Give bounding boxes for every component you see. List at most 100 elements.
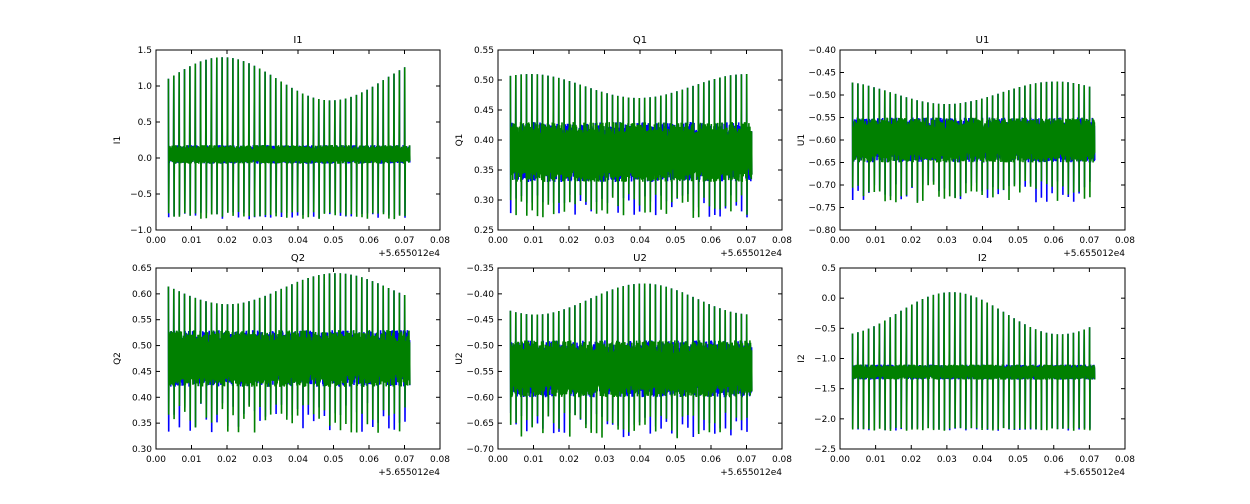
y-tick-label: 0.5 [138, 118, 152, 128]
y-tick-label: −0.40 [466, 290, 494, 300]
y-tick-label: 1.5 [138, 46, 152, 56]
y-tick-label: 0.5 [822, 264, 836, 274]
y-tick-label: 0.60 [132, 290, 152, 300]
y-tick-label: 0.45 [132, 367, 152, 377]
y-tick-label: 0.30 [132, 445, 152, 455]
x-tick-label: 0.02 [901, 455, 921, 465]
y-tick-label: 0.30 [474, 196, 494, 206]
y-tick-label: −1.0 [814, 355, 836, 365]
x-tick-label: 0.02 [217, 455, 237, 465]
x-offset-text: +5.655012e4 [378, 468, 440, 478]
x-tick-label: 0.05 [1008, 236, 1028, 246]
y-tick-label: 0.35 [474, 166, 494, 176]
x-tick-label: 0.04 [972, 236, 992, 246]
y-tick-label: −0.35 [466, 264, 494, 274]
x-tick-label: 0.01 [866, 455, 886, 465]
y-tick-label: 0.25 [474, 226, 494, 236]
y-tick-label: −0.70 [466, 445, 494, 455]
y-axis-label: Q1 [455, 134, 465, 147]
y-axis-label: I2 [797, 354, 807, 362]
x-tick-label: 0.08 [430, 236, 450, 246]
x-tick-label: 0.04 [630, 455, 650, 465]
subplot-title: I2 [978, 253, 987, 264]
x-tick-label: 0.00 [146, 236, 166, 246]
y-tick-label: −0.50 [466, 342, 494, 352]
subplot-title: U1 [976, 35, 990, 46]
x-tick-label: 0.04 [288, 236, 308, 246]
x-tick-label: 0.05 [323, 236, 343, 246]
y-tick-label: 0.50 [474, 76, 494, 86]
x-tick-label: 0.08 [430, 455, 450, 465]
y-tick-label: 0.40 [474, 136, 494, 146]
x-tick-label: 0.06 [701, 455, 721, 465]
y-tick-label: −0.65 [808, 159, 836, 169]
y-tick-label: −0.50 [808, 91, 836, 101]
plot-area [167, 57, 411, 220]
x-tick-label: 0.02 [559, 455, 579, 465]
subplot-title: I1 [293, 35, 302, 46]
x-tick-label: 0.07 [1079, 236, 1099, 246]
y-tick-label: 0.0 [822, 294, 837, 304]
subplot-u2: 0.00 0.01 0.02 0.03 0.04 0.05 0.06 0.07 0.08 −0.7… [455, 253, 792, 478]
x-offset-text: +5.655012e4 [1063, 468, 1125, 478]
x-tick-label: 0.06 [701, 236, 721, 246]
y-tick-label: −0.5 [814, 324, 836, 334]
x-tick-label: 0.07 [1079, 455, 1099, 465]
x-tick-label: 0.05 [323, 455, 343, 465]
x-tick-label: 0.02 [217, 236, 237, 246]
subplot-title: U2 [633, 253, 647, 264]
subplot-u1: 0.00 0.01 0.02 0.03 0.04 0.05 0.06 0.07 0.08 −0.8… [797, 35, 1135, 259]
x-tick-label: 0.01 [866, 236, 886, 246]
subplot-i1: 0.00 0.01 0.02 0.03 0.04 0.05 0.06 0.07 0.08 −1.0… [113, 35, 450, 259]
y-tick-label: −0.45 [466, 316, 494, 326]
series-line-green [167, 273, 411, 433]
subplot-q2: 0.00 0.01 0.02 0.03 0.04 0.05 0.06 0.07 0.08 0.30… [113, 253, 450, 478]
x-tick-label: 0.04 [288, 455, 308, 465]
x-tick-label: 0.08 [772, 236, 792, 246]
y-tick-label: −1.0 [130, 226, 152, 236]
x-tick-label: 0.03 [937, 455, 957, 465]
y-tick-label: −2.0 [814, 415, 836, 425]
subplot-title: Q1 [633, 35, 647, 46]
series-line-green [509, 283, 753, 439]
y-tick-label: −0.65 [466, 419, 494, 429]
series-line-green [851, 81, 1096, 203]
y-tick-label: −2.5 [814, 445, 836, 455]
plot-area [167, 273, 411, 433]
x-tick-label: 0.07 [394, 236, 414, 246]
y-axis-label: Q2 [113, 352, 123, 365]
x-offset-text: +5.655012e4 [720, 468, 782, 478]
series-line-green [167, 57, 411, 220]
x-tick-label: 0.05 [665, 455, 685, 465]
x-tick-label: 0.01 [181, 236, 201, 246]
y-axis-label: I1 [113, 136, 123, 144]
x-tick-label: 0.07 [394, 455, 414, 465]
y-tick-label: 0.50 [132, 342, 152, 352]
x-tick-label: 0.06 [1044, 236, 1064, 246]
x-tick-label: 0.03 [937, 236, 957, 246]
y-tick-label: 1.0 [138, 82, 153, 92]
x-tick-label: 0.06 [359, 236, 379, 246]
y-tick-label: −0.75 [808, 204, 836, 214]
y-axis-label: U2 [455, 352, 465, 364]
y-tick-label: −0.40 [808, 46, 836, 56]
x-tick-label: 0.02 [901, 236, 921, 246]
x-tick-label: 0.08 [1115, 455, 1135, 465]
x-tick-label: 0.05 [1008, 455, 1028, 465]
x-tick-label: 0.07 [736, 455, 756, 465]
y-tick-label: −0.55 [808, 114, 836, 124]
x-tick-label: 0.08 [1115, 236, 1135, 246]
y-tick-label: 0.65 [132, 264, 152, 274]
subplot-title: Q2 [291, 253, 305, 264]
x-tick-label: 0.00 [488, 455, 508, 465]
x-tick-label: 0.00 [146, 455, 166, 465]
y-tick-label: 0.35 [132, 419, 152, 429]
series-line-green [851, 292, 1096, 431]
x-tick-label: 0.06 [1044, 455, 1064, 465]
x-tick-label: 0.00 [488, 236, 508, 246]
y-tick-label: −0.80 [808, 226, 836, 236]
y-tick-label: −0.60 [466, 393, 494, 403]
x-tick-label: 0.01 [181, 455, 201, 465]
